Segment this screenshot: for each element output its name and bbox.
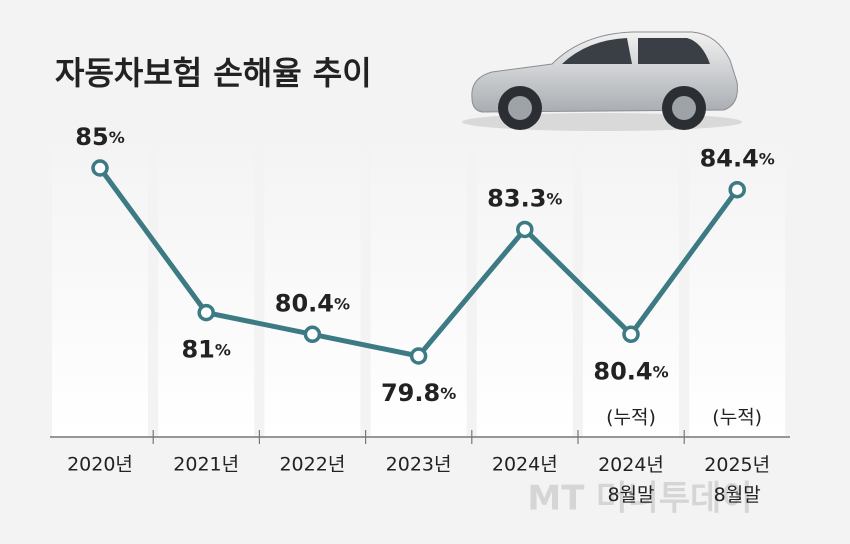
watermark: MT 머니투데이: [527, 479, 752, 519]
x-tick-label: 2021년: [173, 454, 239, 476]
x-tick-label: 2023년: [386, 454, 452, 476]
data-label: 84.4%: [700, 145, 775, 173]
data-point: [91, 159, 109, 177]
car-illustration: [462, 31, 742, 131]
data-label: 85%: [75, 123, 124, 151]
x-tick-label: 2024년 8월말: [598, 454, 664, 506]
column-band: [52, 150, 148, 437]
annotation: (누적): [712, 407, 762, 429]
column-band: [370, 150, 467, 437]
x-tick-label: 2020년: [67, 454, 133, 476]
data-point: [622, 325, 640, 344]
chart-title: 자동차보험 손해율 추이: [55, 54, 372, 92]
data-label: 81%: [181, 336, 230, 364]
x-tick-label: 2022년: [279, 454, 345, 476]
data-point: [409, 347, 428, 365]
x-tick-label: 2025년 8월말: [704, 454, 770, 506]
x-tick-label: 2024년: [492, 454, 558, 476]
annotation: (누적): [606, 407, 656, 429]
data-point: [728, 180, 746, 199]
column-band: [583, 150, 679, 437]
data-label: 83.3%: [487, 184, 562, 212]
column-band: [264, 150, 361, 437]
data-label: 80.4%: [593, 357, 668, 385]
data-label: 80.4%: [275, 289, 350, 317]
data-point: [516, 220, 534, 239]
column-band: [158, 150, 255, 437]
data-label: 79.8%: [381, 379, 456, 407]
data-point: [303, 325, 322, 344]
data-point: [197, 303, 215, 322]
column-band: [476, 150, 573, 437]
